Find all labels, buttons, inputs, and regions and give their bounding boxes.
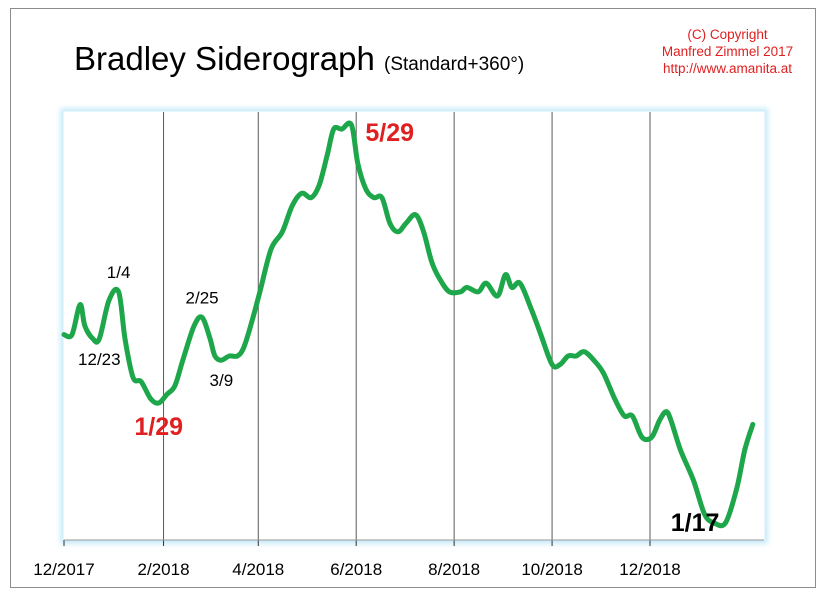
x-tick-label: 2/2018 (138, 560, 190, 579)
annotation-label: 2/25 (186, 288, 219, 307)
x-tick-label: 8/2018 (428, 560, 480, 579)
bradley-series-line (61, 120, 756, 529)
annotation-label: 5/29 (365, 119, 414, 147)
copyright-author: Manfred Zimmel 2017 (661, 44, 794, 59)
x-tick-label: 10/2018 (521, 560, 582, 579)
plot-area (63, 111, 765, 541)
gridlines (163, 112, 651, 540)
copyright-url: http://www.amanita.at (662, 61, 793, 76)
annotation-label: 3/9 (210, 371, 234, 390)
chart-subtitle: (Standard+360°) (384, 54, 525, 75)
x-axis-ticks: 12/2017 2/2018 4/2018 6/2018 8/2018 10/2018 12… (33, 539, 764, 579)
x-tick-label: 12/2018 (619, 560, 680, 579)
copyright-notice: (C) Copyright Manfred Zimmel 2017 http:/… (640, 26, 815, 77)
chart-title: Bradley Siderograph (Standard+360°) (74, 40, 524, 78)
annotation-label: 1/29 (134, 413, 183, 441)
annotations: 12/23 1/4 1/29 2/25 3/9 5/29 1/17 (78, 119, 719, 537)
annotation-label: 1/17 (671, 509, 720, 537)
x-tick-label: 12/2017 (33, 560, 94, 579)
chart-title-text: Bradley Siderograph (74, 40, 375, 77)
series-layer (61, 120, 756, 529)
copyright-line: (C) Copyright (687, 27, 768, 42)
x-tick-label: 6/2018 (330, 560, 382, 579)
annotation-label: 1/4 (107, 263, 131, 282)
x-tick-label: 4/2018 (232, 560, 284, 579)
annotation-label: 12/23 (78, 350, 121, 369)
